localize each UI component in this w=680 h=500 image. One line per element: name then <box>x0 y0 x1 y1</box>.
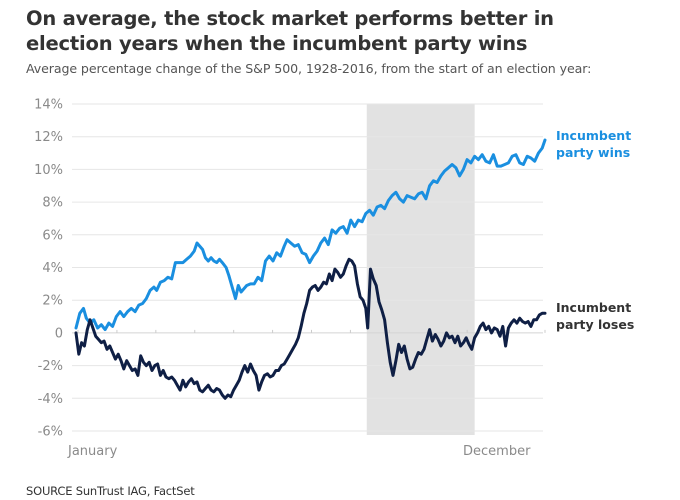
y-tick-label: 10% <box>34 163 63 178</box>
series-lines <box>74 138 547 400</box>
y-tick-label: 2% <box>42 294 63 309</box>
chart-title: On average, the stock market performs be… <box>26 7 554 55</box>
y-tick-label: 14% <box>34 98 63 113</box>
month-ticks <box>77 329 546 333</box>
source-note: SOURCE SunTrust IAG, FactSet <box>26 484 195 498</box>
series-label-loses-line-1: Incumbent <box>556 300 631 315</box>
shaded-region <box>366 104 475 435</box>
y-tick-label: 4% <box>42 261 63 276</box>
y-tick-label: 6% <box>42 228 63 243</box>
y-tick-label: -4% <box>38 392 63 407</box>
series-label-wins: Incumbent party wins <box>556 128 636 160</box>
y-tick-label: 0 <box>55 326 63 341</box>
x-tick-label-january: January <box>67 444 118 459</box>
x-tick-label-december: December <box>463 444 531 459</box>
series-line-incumbent-wins <box>74 138 547 332</box>
series-label-loses-line-2: party loses <box>556 317 634 332</box>
y-tick-label: 12% <box>34 130 63 145</box>
series-label-wins-line-2: party wins <box>556 145 630 160</box>
shaded-region-layer <box>366 104 475 435</box>
chart-subtitle: Average percentage change of the S&P 500… <box>26 61 592 76</box>
series-line-incumbent-loses <box>74 257 547 400</box>
gridlines <box>72 103 543 432</box>
y-tick-label: 8% <box>42 196 63 211</box>
series-label-loses: Incumbent party loses <box>556 300 636 332</box>
line-chart: 14% 12% 10% 8% 6% 4% 2% 0 -2% -4% -6% January Dece… <box>34 98 636 460</box>
series-label-wins-line-1: Incumbent <box>556 128 631 143</box>
y-axis-ticks: 14% 12% 10% 8% 6% 4% 2% 0 -2% -4% -6% <box>34 98 63 440</box>
y-tick-label: -6% <box>38 425 63 440</box>
y-tick-label: -2% <box>38 359 63 374</box>
